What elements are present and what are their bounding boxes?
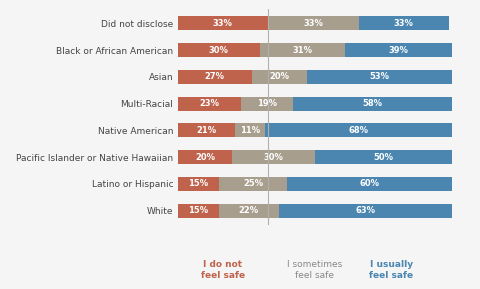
Text: 22%: 22%	[239, 206, 259, 215]
Bar	[268, 16, 359, 30]
Bar	[178, 150, 232, 164]
Text: I usually
feel safe: I usually feel safe	[370, 260, 414, 279]
Text: 30%: 30%	[209, 46, 228, 55]
Bar	[232, 150, 315, 164]
Bar	[279, 204, 452, 218]
Bar	[178, 43, 260, 57]
Bar	[178, 177, 219, 191]
Text: I sometimes
feel safe: I sometimes feel safe	[287, 260, 342, 279]
Bar	[359, 16, 449, 30]
Bar	[288, 177, 452, 191]
Text: 33%: 33%	[303, 19, 324, 28]
Text: 20%: 20%	[269, 73, 289, 81]
Text: 30%: 30%	[264, 153, 284, 162]
Text: 15%: 15%	[188, 206, 208, 215]
Text: 21%: 21%	[196, 126, 216, 135]
Bar	[260, 43, 345, 57]
Bar	[178, 97, 240, 111]
Text: 27%: 27%	[204, 73, 225, 81]
Bar	[307, 70, 452, 84]
Text: 63%: 63%	[356, 206, 375, 215]
Text: 25%: 25%	[243, 179, 263, 188]
Text: 20%: 20%	[195, 153, 215, 162]
Text: 58%: 58%	[362, 99, 383, 108]
Bar	[240, 97, 293, 111]
Bar	[345, 43, 452, 57]
Bar	[252, 70, 307, 84]
Text: 60%: 60%	[360, 179, 380, 188]
Bar	[265, 123, 452, 137]
Text: 11%: 11%	[240, 126, 260, 135]
Text: 68%: 68%	[348, 126, 369, 135]
Text: 31%: 31%	[292, 46, 312, 55]
Text: 33%: 33%	[394, 19, 414, 28]
Text: 50%: 50%	[373, 153, 393, 162]
Text: 39%: 39%	[388, 46, 408, 55]
Text: I do not
feel safe: I do not feel safe	[201, 260, 245, 279]
Text: 19%: 19%	[257, 99, 277, 108]
Bar	[315, 150, 452, 164]
Bar	[293, 97, 452, 111]
Text: 15%: 15%	[188, 179, 208, 188]
Text: 53%: 53%	[369, 73, 389, 81]
Bar	[219, 177, 288, 191]
Bar	[178, 70, 252, 84]
Text: 23%: 23%	[199, 99, 219, 108]
Text: 33%: 33%	[213, 19, 233, 28]
Bar	[219, 204, 279, 218]
Bar	[235, 123, 265, 137]
Bar	[178, 204, 219, 218]
Bar	[178, 123, 235, 137]
Bar	[178, 16, 268, 30]
